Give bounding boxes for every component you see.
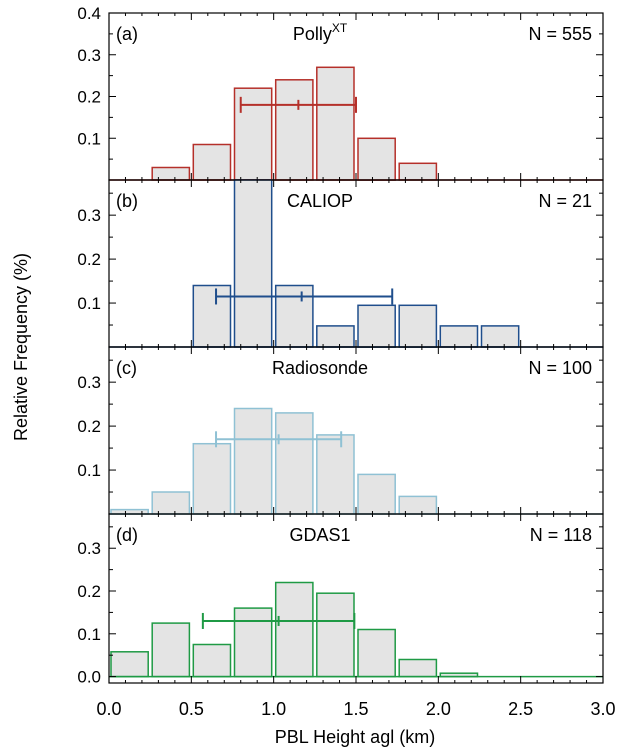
panel-title-text: CALIOP xyxy=(287,191,353,211)
x-tick-label: 1.5 xyxy=(343,699,368,719)
histogram-bar xyxy=(357,137,396,181)
panel-title: CALIOP xyxy=(287,191,353,211)
y-tick-label: 0.1 xyxy=(77,625,101,644)
y-tick-label: 0.1 xyxy=(77,129,101,148)
panel-tag: (d) xyxy=(116,525,138,545)
y-tick-label: 0.2 xyxy=(77,88,101,107)
x-tick-label: 1.0 xyxy=(261,699,286,719)
y-tick-label: 0.2 xyxy=(77,250,101,269)
histogram-bar xyxy=(192,143,232,181)
panel-c: 0.1 0.2 0.3 (c) Radiosonde N = 100 xyxy=(77,346,604,515)
histogram-bar xyxy=(439,325,479,348)
histogram-bar xyxy=(233,407,273,515)
y-tick-label: 0.1 xyxy=(77,461,101,480)
histogram-bar xyxy=(398,162,438,181)
panel-tag: (b) xyxy=(116,191,138,211)
histogram-bar xyxy=(398,658,438,678)
histogram-bar xyxy=(357,473,396,515)
panel-n-label: N = 100 xyxy=(528,358,592,378)
histogram-bar xyxy=(192,284,232,348)
y-tick-label: 0.2 xyxy=(77,582,101,601)
histogram-bar xyxy=(398,495,438,515)
histogram-bar xyxy=(274,412,314,515)
histogram-bar xyxy=(151,622,191,678)
panel-title: GDAS1 xyxy=(289,525,350,545)
panel-tag: (a) xyxy=(116,24,138,44)
panel-title-text: GDAS1 xyxy=(289,525,350,545)
histogram-bar xyxy=(274,581,314,678)
y-tick-label: 0.2 xyxy=(77,417,101,436)
y-tick-label: 0.1 xyxy=(77,294,101,313)
x-tick-label: 2.0 xyxy=(426,699,451,719)
histogram-bar xyxy=(274,284,314,348)
histogram-bar xyxy=(480,325,520,348)
x-axis: 0.0 0.5 1.0 1.5 2.0 2.5 3.0 xyxy=(96,699,615,719)
panel-n-label: N = 118 xyxy=(530,525,592,545)
histogram-bar xyxy=(357,304,396,348)
panel-d: 0.0 0.1 0.2 0.3 (d) GDAS1 N = 118 xyxy=(77,513,604,687)
panel-n-label: N = 555 xyxy=(528,24,592,44)
histogram-bar xyxy=(110,651,149,678)
x-tick-label: 0.5 xyxy=(179,699,204,719)
panels-group: 0.1 0.2 0.3 0.4 (a) PollyXT N = 555 0.1 0.2 0.3 (b… xyxy=(77,4,604,687)
panel-n-label: N = 21 xyxy=(538,191,592,211)
histogram-bar xyxy=(233,179,273,348)
y-tick-label: 0.3 xyxy=(77,46,101,65)
histogram-bar xyxy=(398,304,438,348)
histogram-bar xyxy=(151,491,191,515)
y-tick-label: 0.3 xyxy=(77,373,101,392)
y-tick-label: 0.4 xyxy=(77,4,101,23)
x-tick-label: 2.5 xyxy=(508,699,533,719)
panel-title: PollyXT xyxy=(293,21,348,44)
panel-title-text: Radiosonde xyxy=(272,358,368,378)
histogram-bar xyxy=(192,442,232,515)
histogram-bar xyxy=(316,434,355,515)
histogram-bar xyxy=(316,66,355,181)
histogram-bar xyxy=(233,607,273,678)
histogram-bar xyxy=(316,325,355,348)
y-axis-label: Relative Frequency (%) xyxy=(11,253,31,441)
panel-b: 0.1 0.2 0.3 (b) CALIOP N = 21 xyxy=(77,179,604,348)
histogram-bar xyxy=(357,628,396,678)
histogram-bar xyxy=(151,166,191,181)
histogram-bar xyxy=(192,643,232,678)
y-tick-label: 0.3 xyxy=(77,206,101,225)
panel-title-text: Polly xyxy=(293,24,332,44)
x-tick-label: 0.0 xyxy=(96,699,121,719)
histogram-bar xyxy=(274,79,314,181)
panel-title: Radiosonde xyxy=(272,358,368,378)
panel-a: 0.1 0.2 0.3 0.4 (a) PollyXT N = 555 xyxy=(77,4,604,181)
panel-frame xyxy=(108,179,604,348)
panel-title-superscript: XT xyxy=(332,21,348,35)
x-tick-label: 3.0 xyxy=(590,699,615,719)
y-tick-label: 0.3 xyxy=(77,539,101,558)
histogram-bar xyxy=(316,592,355,678)
panel-tag: (c) xyxy=(116,358,137,378)
x-axis-label: PBL Height agl (km) xyxy=(275,727,435,747)
y-tick-label: 0.0 xyxy=(77,668,101,687)
